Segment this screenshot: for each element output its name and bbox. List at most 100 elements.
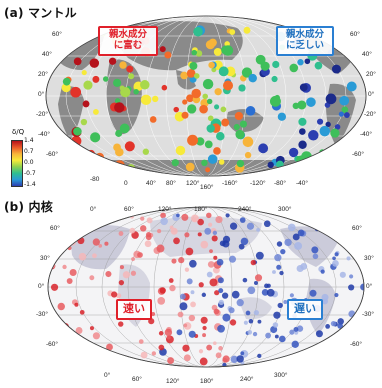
core-marker — [51, 244, 60, 253]
depleted-callout: 親水成分 に乏しい — [276, 26, 334, 56]
core-marker — [211, 235, 218, 242]
core-marker — [312, 253, 319, 260]
core-marker — [78, 351, 86, 359]
core-marker — [346, 256, 351, 261]
core-marker — [118, 231, 124, 236]
mantle-marker — [299, 83, 308, 92]
core-marker — [89, 326, 95, 331]
mantle-marker — [195, 137, 205, 146]
core-marker — [49, 242, 54, 246]
core-marker — [116, 293, 122, 299]
mantle-marker — [304, 58, 311, 65]
core-marker — [334, 252, 339, 257]
core-marker — [137, 252, 143, 258]
core-marker — [337, 335, 345, 343]
core-marker — [119, 265, 125, 270]
core-marker — [146, 217, 153, 224]
core-marker — [190, 290, 195, 295]
mantle-marker — [140, 80, 150, 90]
core-marker — [206, 344, 213, 351]
mantle-marker — [271, 75, 278, 83]
core-marker — [266, 283, 271, 288]
core-marker — [160, 217, 168, 226]
lon-label: 240° — [238, 206, 252, 213]
core-marker — [277, 302, 283, 309]
mantle-marker — [149, 116, 157, 123]
mantle-marker — [119, 123, 130, 134]
mantle-marker — [140, 94, 152, 106]
core-marker — [339, 271, 346, 278]
mantle-marker — [102, 76, 109, 82]
core-marker — [177, 311, 184, 318]
mantle-marker — [71, 135, 82, 147]
lon-label: 120° — [166, 378, 180, 385]
core-marker — [320, 269, 325, 274]
mantle-marker — [239, 120, 248, 128]
lat-label: -30° — [36, 311, 48, 318]
core-marker — [78, 340, 85, 347]
mantle-marker — [339, 95, 350, 106]
core-marker — [66, 278, 73, 284]
mantle-marker — [83, 80, 93, 90]
core-marker — [265, 332, 272, 339]
mantle-marker — [328, 157, 334, 164]
core-marker — [204, 227, 212, 235]
core-marker — [355, 216, 361, 222]
core-marker — [184, 232, 190, 238]
colorbar-title: δ/Q — [12, 128, 25, 136]
core-marker — [230, 355, 239, 364]
core-marker — [189, 259, 197, 268]
core-marker — [222, 235, 231, 243]
mantle-marker — [195, 50, 203, 57]
core-marker — [261, 288, 269, 296]
core-marker — [239, 217, 246, 223]
colorbar-tick: 1.4 — [24, 137, 34, 144]
core-marker — [341, 348, 346, 353]
enriched-callout-line1: 親水成分 — [108, 29, 147, 40]
mantle-marker — [181, 111, 189, 119]
core-marker — [337, 323, 343, 329]
core-marker — [330, 232, 336, 237]
core-marker — [199, 357, 208, 366]
core-marker — [293, 356, 298, 361]
lon-label: 40° — [146, 180, 156, 187]
mantle-marker — [343, 112, 350, 118]
core-marker — [207, 261, 215, 268]
core-marker — [168, 278, 174, 283]
mantle-marker — [243, 26, 251, 34]
core-marker — [179, 293, 186, 300]
core-marker — [367, 245, 372, 250]
core-marker — [311, 246, 319, 254]
core-marker — [216, 258, 224, 266]
mantle-marker — [90, 132, 101, 143]
core-marker — [49, 216, 56, 223]
core-marker — [60, 229, 66, 234]
mantle-marker — [324, 148, 333, 156]
core-marker — [197, 218, 204, 226]
mantle-marker — [308, 130, 319, 141]
lat-label: 0° — [368, 91, 375, 98]
core-marker — [276, 264, 282, 270]
mantle-marker — [297, 100, 307, 110]
core-marker — [272, 270, 276, 274]
mantle-marker — [187, 104, 197, 114]
core-marker — [188, 330, 196, 338]
lon-label: 120° — [158, 206, 172, 213]
core-marker — [292, 233, 300, 241]
core-marker — [236, 355, 244, 363]
mantle-marker — [306, 97, 316, 107]
mantle-marker — [164, 51, 172, 59]
core-marker — [185, 247, 194, 256]
core-marker — [319, 354, 325, 360]
mantle-marker — [338, 149, 349, 160]
mantle-marker — [207, 154, 218, 164]
core-marker — [278, 335, 286, 343]
core-marker — [317, 223, 324, 230]
core-marker — [176, 329, 183, 336]
core-marker — [321, 293, 329, 301]
mantle-marker — [330, 128, 340, 138]
core-marker — [238, 243, 245, 250]
mantle-marker — [62, 77, 71, 86]
mantle-marker — [193, 73, 200, 79]
core-marker — [366, 214, 371, 219]
